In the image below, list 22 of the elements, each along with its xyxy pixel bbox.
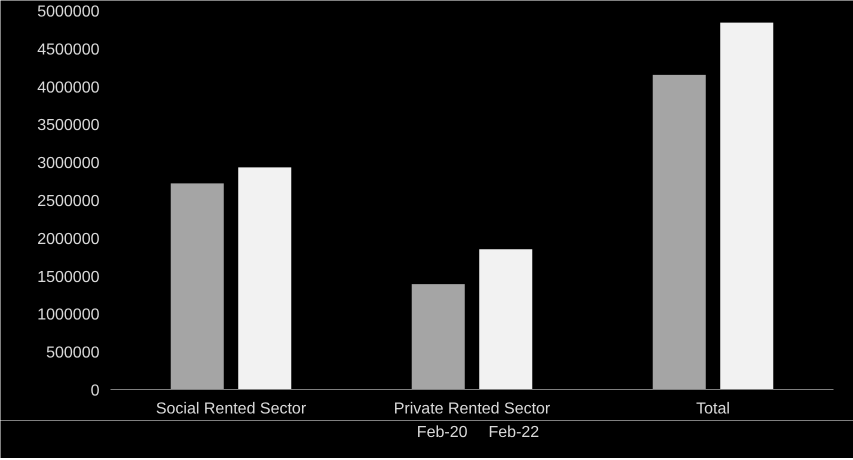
y-tick-label: 4500000 (37, 41, 100, 58)
bar (170, 183, 224, 390)
y-tick-label: 2500000 (37, 193, 100, 210)
y-tick-label: 500000 (46, 344, 100, 362)
y-tick-label: 5000000 (37, 4, 100, 20)
bar (479, 249, 532, 390)
y-tick-label: 0 (90, 382, 100, 400)
y-tick-label: 1500000 (37, 268, 100, 286)
text: Feb-22 (488, 424, 540, 442)
y-tick-label: 1000000 (37, 306, 100, 324)
bar (412, 284, 465, 390)
x-tick-label: Social Rented Sector (156, 400, 307, 418)
bar (720, 22, 774, 390)
y-tick-label: 4000000 (37, 79, 100, 96)
y-tick-label: 2000000 (37, 230, 100, 248)
x-tick-label: Total (696, 400, 730, 418)
bar (652, 74, 706, 390)
y-tick-label: 3500000 (37, 117, 100, 134)
text: Feb-20 (416, 424, 468, 442)
bar (238, 167, 292, 390)
x-tick-label: Private Rented Sector (394, 400, 551, 418)
y-tick-label: 3000000 (37, 155, 100, 172)
